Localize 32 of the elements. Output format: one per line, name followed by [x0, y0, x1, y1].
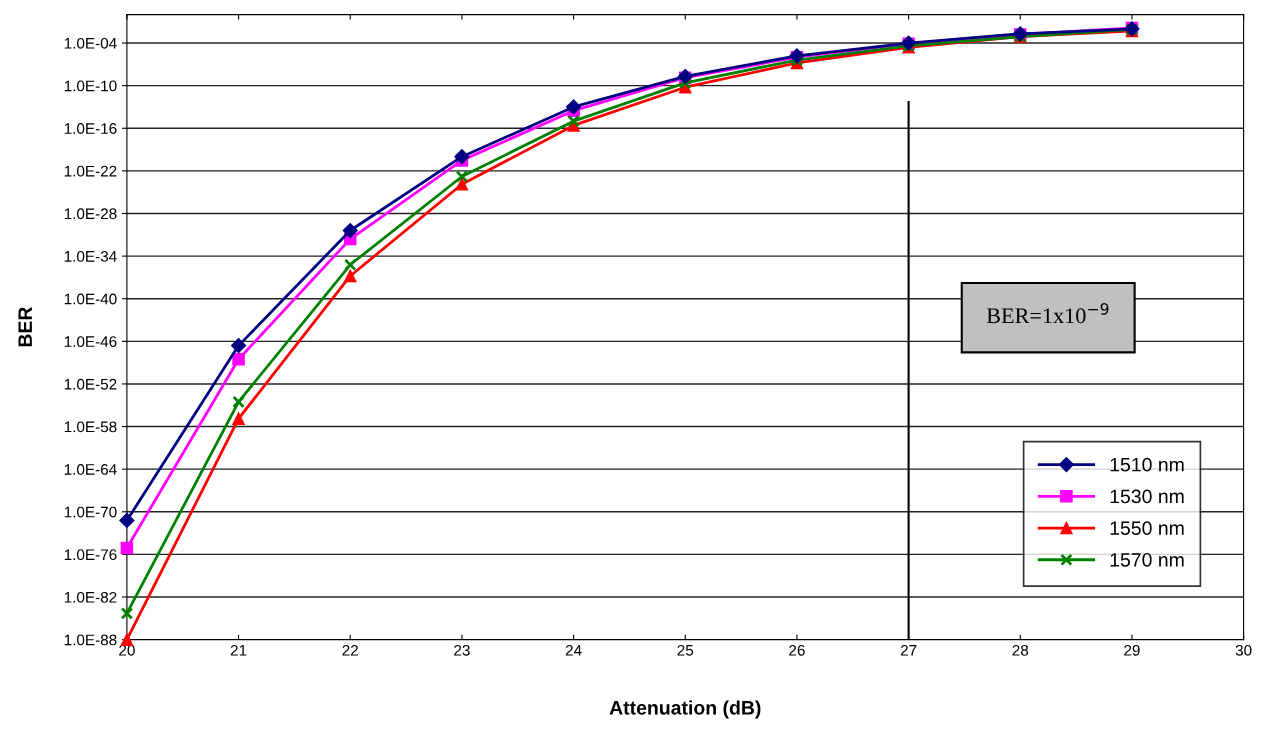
y-axis-title: BER — [18, 306, 32, 347]
x-tick-label: 28 — [1012, 644, 1029, 656]
x-axis-title: Attenuation (dB) — [609, 700, 761, 719]
y-tick-label: 1.0E-28 — [64, 208, 117, 220]
y-tick-label: 1.0E-10 — [64, 80, 117, 92]
y-tick-label: 1.0E-16 — [64, 123, 117, 134]
y-tick-label: 1.0E-04 — [64, 37, 117, 49]
y-tick-label: 1.0E-70 — [64, 506, 117, 518]
y-tick-label: 1.0E-64 — [64, 464, 117, 475]
x-tick-label: 21 — [230, 644, 247, 656]
x-tick-label: 26 — [789, 644, 805, 656]
x-tick-label: 29 — [1124, 644, 1140, 656]
y-tick-label: 1.0E-34 — [64, 250, 117, 262]
legend-label: 1550 nm — [1110, 521, 1184, 536]
annotation: BER=1x10$^{−9}$ — [986, 303, 1109, 324]
y-tick-label: 1.0E-76 — [64, 549, 117, 561]
y-tick-label: 1.0E-82 — [64, 591, 117, 603]
x-tick-label: 24 — [565, 644, 582, 656]
legend-label: 1530 nm — [1110, 489, 1184, 504]
x-tick-label: 25 — [677, 644, 694, 656]
y-tick-label: 1.0E-58 — [64, 421, 117, 433]
y-tick-label: 1.0E-22 — [64, 165, 117, 177]
x-tick-label: 23 — [454, 644, 470, 656]
y-tick-label: 1.0E-52 — [64, 378, 117, 390]
legend-label: 1570 nm — [1110, 552, 1184, 567]
y-tick-label: 1.0E-46 — [64, 336, 117, 348]
legend-label: 1510 nm — [1110, 457, 1184, 472]
x-tick-label: 22 — [342, 644, 358, 656]
y-tick-label: 1.0E-88 — [64, 634, 117, 646]
x-tick-label: 27 — [900, 644, 917, 656]
x-tick-label: 30 — [1235, 644, 1252, 656]
y-tick-label: 1.0E-40 — [64, 293, 117, 305]
